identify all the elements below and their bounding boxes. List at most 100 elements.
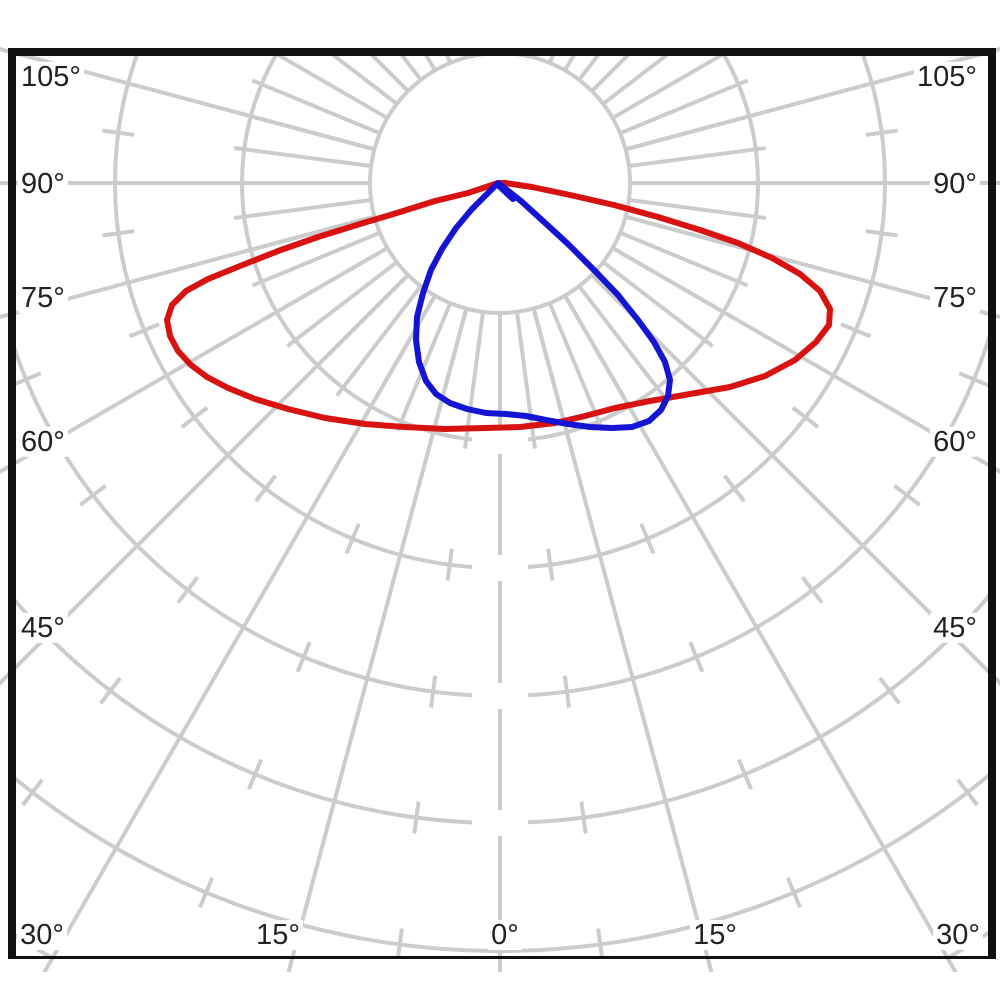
grid-tick: [791, 406, 820, 429]
angle-label-right-105deg: 105°: [914, 61, 980, 92]
grid-tick: [180, 406, 209, 429]
grid-tick: [99, 676, 122, 705]
angle-label-left-75deg: 75°: [18, 282, 68, 313]
grid-tick: [0, 114, 7, 118]
grid-minor-radial-line: [331, 56, 399, 106]
grid-tick: [840, 322, 872, 339]
grid-major-radial-line: [625, 214, 1000, 320]
grid-tick: [956, 778, 979, 807]
axis-value-box: [472, 683, 528, 709]
grid-tick: [562, 675, 572, 708]
angle-label-left-60deg: 60°: [18, 426, 68, 457]
angle-label-right-60deg: 60°: [930, 426, 980, 457]
grid-minor-radial-line: [619, 78, 749, 136]
grid-tick: [396, 928, 404, 956]
chart-frame-edge: [8, 956, 996, 959]
grid-major-radial-line: [531, 308, 714, 972]
angle-label-left-105deg: 105°: [18, 61, 84, 92]
grid-minor-radial-line: [517, 0, 535, 54]
grid-tick: [344, 523, 361, 555]
red-wide-beam-curve: [164, 180, 833, 432]
angle-label-right-45deg: 45°: [930, 612, 980, 643]
axis-value-boxes: [472, 428, 528, 836]
grid-tick: [198, 876, 215, 909]
grid-major-radial-line: [0, 46, 375, 152]
grid-tick: [785, 876, 802, 909]
grid-minor-radial-line: [234, 197, 372, 220]
angle-label-right-75deg: 75°: [930, 282, 980, 313]
grid-tick: [865, 128, 898, 137]
grid-minor-radial-line: [628, 146, 766, 169]
grid-major-radial-line: [0, 246, 389, 474]
grid-major-radial-line: [0, 214, 375, 320]
grid-tick: [102, 229, 135, 238]
blue-narrow-beam-curve: [413, 180, 673, 431]
grid-minor-radial-line: [547, 302, 605, 432]
grid-minor-radial-line: [370, 56, 410, 93]
grid-tick: [639, 523, 656, 555]
angle-label-bottom-0deg: 0°: [488, 919, 522, 950]
grid-minor-radial-line: [465, 0, 483, 54]
grid-major-radial-line: [0, 273, 410, 686]
grid-major-radial-line: [563, 294, 958, 972]
grid-tick: [428, 675, 438, 708]
grid-tick: [445, 548, 454, 581]
grid-tick: [958, 371, 988, 388]
angle-label-bottom-30deg: 30°: [17, 919, 67, 950]
chart-frame-edge: [8, 48, 992, 56]
grid-tick: [723, 474, 746, 503]
grid-tick: [836, 995, 848, 1000]
grid-minor-radial-line: [400, 56, 423, 82]
grid-minor-radial-line: [628, 197, 766, 220]
chart-frame-edge: [988, 48, 996, 959]
axis-value-box: [472, 555, 528, 581]
grid-tick: [800, 576, 824, 604]
grid-tick: [596, 928, 604, 956]
grid-minor-radial-line: [611, 56, 724, 120]
grid-tick: [16, 371, 42, 386]
grid-tick: [254, 474, 277, 503]
axis-value-box: [472, 810, 528, 836]
grid-minor-radial-line: [234, 146, 372, 169]
grid-tick: [247, 758, 264, 790]
grid-tick: [0, 563, 5, 582]
grid-tick: [412, 801, 421, 834]
grid-tick: [865, 229, 898, 238]
grid-minor-radial-line: [577, 284, 665, 397]
grid-tick: [151, 995, 163, 1000]
grid-tick: [893, 483, 921, 507]
angle-label-bottom-30deg: 30°: [933, 919, 983, 950]
chart-frame: [8, 48, 996, 959]
grid-tick: [128, 322, 160, 339]
grid-tick: [579, 801, 588, 834]
grid-tick: [176, 576, 200, 604]
grid-major-radial-line: [42, 294, 437, 972]
grid-major-radial-line: [611, 246, 1000, 474]
grid-ring-ticks: [0, 114, 988, 1000]
grid-tick: [0, 248, 7, 252]
grid-tick: [21, 778, 44, 807]
axis-value-box: [472, 428, 528, 454]
angle-label-bottom-15deg: 15°: [253, 919, 303, 950]
grid-tick: [295, 641, 312, 673]
grid-tick: [878, 676, 901, 705]
grid-minor-radial-line: [577, 56, 600, 82]
grid-minor-radial-line: [619, 230, 749, 288]
grid-major-radial-line: [286, 308, 469, 972]
angle-label-left-45deg: 45°: [18, 612, 68, 643]
angle-label-right-90deg: 90°: [930, 168, 980, 199]
grid-tick: [688, 641, 705, 673]
chart-frame-edge: [8, 48, 16, 959]
blue-curve-arrow-barb: [496, 183, 516, 202]
grid-minor-radial-line: [601, 260, 714, 348]
grid-tick: [102, 128, 135, 137]
grid-minor-radial-line: [286, 260, 399, 348]
grid-tick: [546, 548, 555, 581]
grid-minor-radial-line: [276, 56, 389, 120]
angle-label-left-90deg: 90°: [18, 168, 68, 199]
grid-minor-radial-line: [601, 56, 669, 106]
grid-major-radial-line: [625, 46, 1000, 152]
grid-minor-radial-line: [590, 56, 630, 93]
